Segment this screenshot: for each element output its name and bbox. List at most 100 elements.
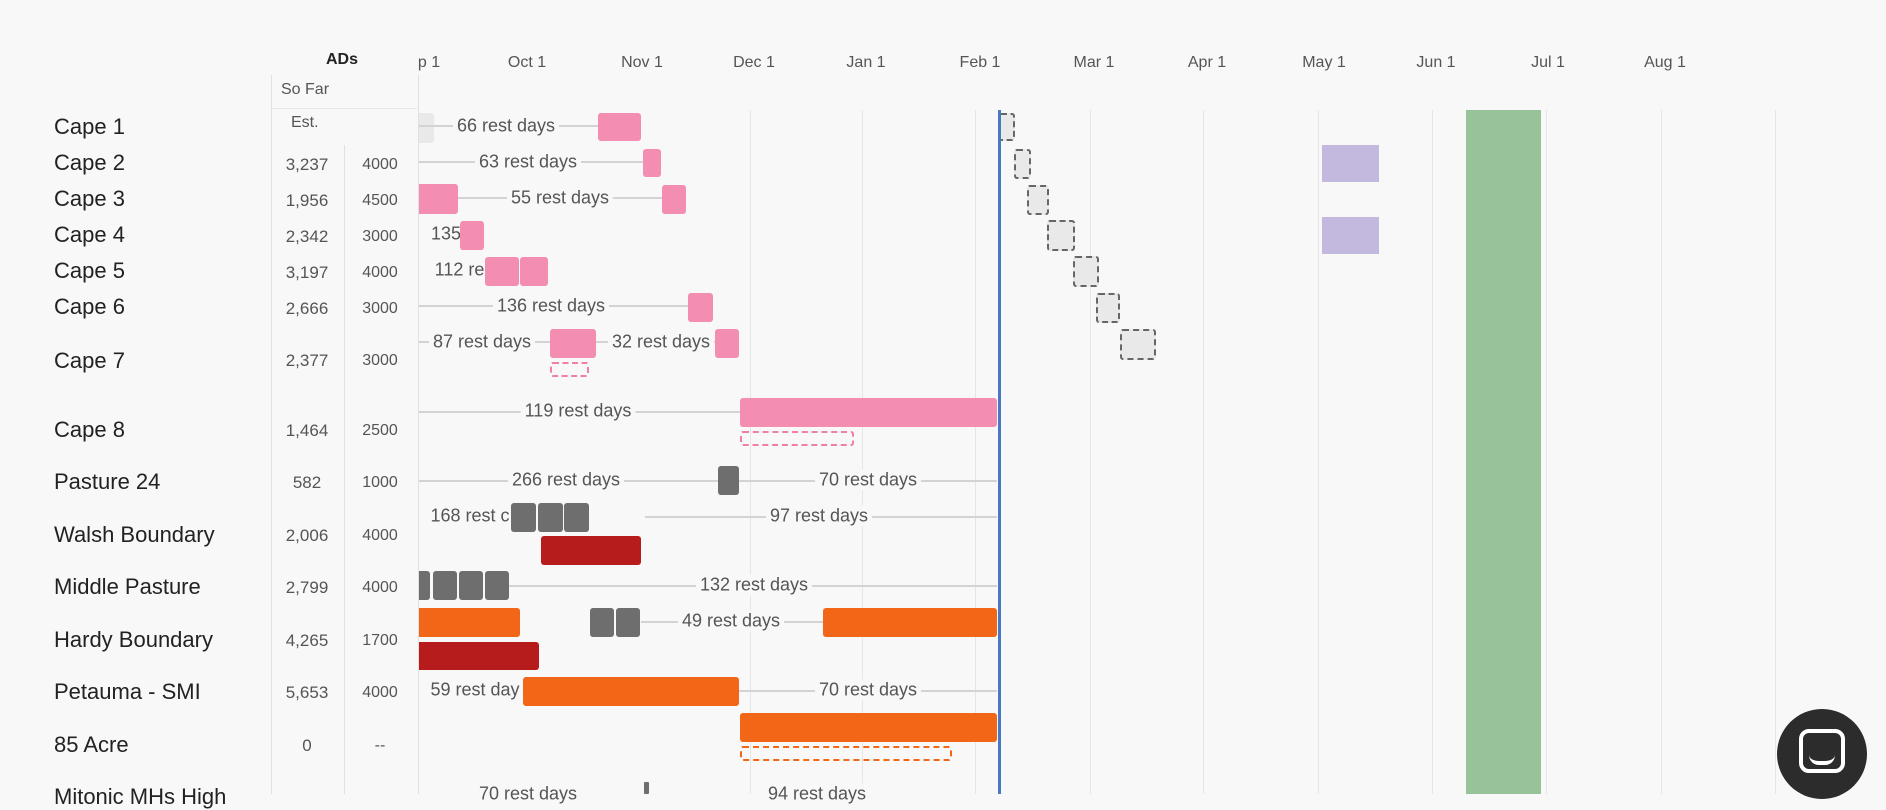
planned-block[interactable] bbox=[1322, 145, 1379, 182]
ads-so-far: 0 bbox=[302, 736, 312, 755]
grid-line bbox=[1432, 110, 1433, 794]
grazing-block[interactable] bbox=[550, 329, 596, 358]
grazing-block[interactable] bbox=[416, 608, 520, 637]
pasture-name[interactable]: Hardy Boundary bbox=[54, 627, 213, 652]
grazing-block[interactable] bbox=[541, 536, 641, 565]
grazing-block[interactable] bbox=[688, 293, 713, 322]
ads-so-far: 2,342 bbox=[285, 227, 329, 246]
rest-days-label: 136 rest days bbox=[492, 295, 610, 317]
grid-line bbox=[1775, 110, 1776, 794]
grid-line bbox=[1661, 110, 1662, 794]
grazing-block[interactable] bbox=[485, 257, 519, 286]
today-marker bbox=[998, 110, 1001, 794]
grazing-block[interactable] bbox=[433, 571, 457, 600]
ads-panel bbox=[271, 75, 419, 794]
rest-days-label: 266 rest days bbox=[507, 469, 625, 491]
planned-graze-block[interactable] bbox=[1027, 185, 1049, 215]
ads-est: 2500 bbox=[362, 422, 398, 439]
grid-line bbox=[750, 110, 751, 794]
pasture-name[interactable]: Cape 3 bbox=[54, 186, 125, 211]
grazing-block[interactable] bbox=[523, 677, 739, 706]
ads-so-far: 3,237 bbox=[285, 155, 329, 174]
ads-est: 4000 bbox=[362, 156, 398, 173]
ads-est: 3000 bbox=[362, 228, 398, 245]
grazing-block[interactable] bbox=[740, 713, 997, 742]
grid-line bbox=[1318, 110, 1319, 794]
pasture-name[interactable]: Cape 7 bbox=[54, 348, 125, 373]
grazing-block[interactable] bbox=[740, 398, 997, 427]
planned-graze-block[interactable] bbox=[1096, 293, 1120, 323]
planned-graze-block[interactable] bbox=[1014, 149, 1031, 179]
rest-days-label: 87 rest days bbox=[428, 331, 536, 353]
grazing-block[interactable] bbox=[616, 608, 640, 637]
est-label: Est. bbox=[291, 114, 319, 131]
pasture-name[interactable]: Middle Pasture bbox=[54, 574, 201, 599]
planned-block[interactable] bbox=[1322, 217, 1379, 254]
rest-days-label: 59 rest day bbox=[426, 679, 524, 701]
grazing-block[interactable] bbox=[416, 642, 539, 670]
pasture-name[interactable]: Petauma - SMI bbox=[54, 679, 201, 704]
ads-title: ADs bbox=[326, 51, 359, 68]
pasture-name[interactable]: Cape 2 bbox=[54, 150, 125, 175]
grazing-block[interactable] bbox=[520, 257, 548, 286]
rest-days-label: 32 rest days bbox=[607, 331, 715, 353]
grazing-block[interactable] bbox=[564, 503, 589, 532]
planned-graze-outline[interactable] bbox=[740, 746, 952, 761]
ads-so-far: 582 bbox=[292, 473, 322, 492]
planned-graze-block[interactable] bbox=[1047, 220, 1075, 251]
grazing-block[interactable] bbox=[511, 503, 536, 532]
ads-est: 1700 bbox=[362, 632, 398, 649]
ads-so-far: 3,197 bbox=[285, 263, 329, 282]
month-label: Jan 1 bbox=[846, 54, 886, 71]
pasture-name[interactable]: Cape 4 bbox=[54, 222, 125, 247]
month-label: Mar 1 bbox=[1073, 54, 1115, 71]
grazing-block[interactable] bbox=[715, 329, 739, 358]
grazing-block[interactable] bbox=[644, 782, 649, 794]
grid-line bbox=[1090, 110, 1091, 794]
grid-line bbox=[1203, 110, 1204, 794]
pasture-name[interactable]: Cape 6 bbox=[54, 294, 125, 319]
pasture-name[interactable]: Cape 5 bbox=[54, 258, 125, 283]
ads-est: 4000 bbox=[362, 579, 398, 596]
grazing-block[interactable] bbox=[459, 571, 483, 600]
grazing-block[interactable] bbox=[598, 113, 641, 141]
grazing-block[interactable] bbox=[662, 185, 686, 214]
pasture-name[interactable]: Walsh Boundary bbox=[54, 522, 215, 547]
grazing-block[interactable] bbox=[823, 608, 997, 637]
grazing-block[interactable] bbox=[718, 466, 739, 495]
pasture-name[interactable]: Cape 8 bbox=[54, 417, 125, 442]
rest-days-label: 63 rest days bbox=[474, 151, 582, 173]
grazing-block[interactable] bbox=[485, 571, 509, 600]
grazing-block[interactable] bbox=[460, 221, 484, 250]
rest-days-label: 49 rest days bbox=[677, 610, 785, 632]
divider bbox=[271, 108, 417, 109]
month-label: May 1 bbox=[1302, 54, 1346, 71]
pasture-name[interactable]: Pasture 24 bbox=[54, 469, 161, 494]
month-label: Jul 1 bbox=[1531, 54, 1565, 71]
planned-graze-outline[interactable] bbox=[740, 431, 854, 446]
planned-graze-outline[interactable] bbox=[550, 362, 589, 377]
rest-days-label: 168 rest c bbox=[426, 505, 514, 527]
pasture-name[interactable]: Mitonic MHs High bbox=[54, 784, 227, 809]
so-far-label: So Far bbox=[281, 81, 330, 98]
pasture-name[interactable]: 85 Acre bbox=[54, 732, 129, 757]
month-label: Jun 1 bbox=[1416, 54, 1456, 71]
grazing-block[interactable] bbox=[416, 184, 458, 214]
planned-graze-block[interactable] bbox=[1120, 329, 1156, 360]
ads-est: 4000 bbox=[362, 264, 398, 281]
rest-days-label: 70 rest days bbox=[814, 679, 922, 701]
grazing-block[interactable] bbox=[416, 571, 430, 600]
ads-est: -- bbox=[374, 737, 386, 754]
pasture-name[interactable]: Cape 1 bbox=[54, 114, 125, 139]
month-label: Feb 1 bbox=[959, 54, 1001, 71]
rest-days-label: 70 rest days bbox=[474, 783, 582, 805]
grazing-block[interactable] bbox=[538, 503, 563, 532]
planned-graze-block[interactable] bbox=[1073, 256, 1099, 287]
ads-so-far: 4,265 bbox=[285, 631, 329, 650]
grazing-block[interactable] bbox=[643, 149, 661, 177]
chat-support-button[interactable] bbox=[1777, 709, 1867, 799]
ads-est: 4000 bbox=[362, 684, 398, 701]
ads-so-far: 5,653 bbox=[285, 683, 329, 702]
grid-line bbox=[862, 110, 863, 794]
grazing-block[interactable] bbox=[590, 608, 614, 637]
